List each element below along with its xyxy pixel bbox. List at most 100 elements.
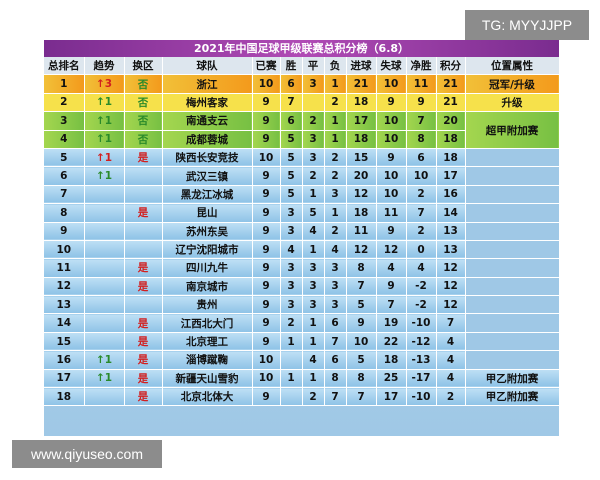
played-cell: 9 [252, 166, 281, 186]
header-cell: 平 [302, 57, 325, 76]
pts-cell: 4 [436, 350, 466, 370]
attr-empty [465, 148, 560, 168]
gf-cell: 7 [346, 277, 377, 297]
w-cell: 1 [280, 332, 303, 352]
played-cell: 9 [252, 130, 281, 149]
ga-cell: 17 [376, 387, 407, 407]
gd-cell: 11 [406, 74, 437, 94]
pts-cell: 20 [436, 111, 466, 131]
pts-cell: 14 [436, 203, 466, 223]
pts-cell: 2 [436, 387, 466, 407]
ga-cell: 4 [376, 258, 407, 278]
played-cell: 9 [252, 295, 281, 315]
d-cell: 1 [302, 369, 325, 389]
table-row: 17 ↑1 是新疆天山雪豹 10 1 1 8 8 25 -17 4 甲乙附加赛 [44, 369, 560, 389]
d-cell: 3 [302, 277, 325, 297]
trend-cell: ↑1 [84, 148, 125, 168]
l-cell: 1 [324, 203, 347, 223]
trend-cell [84, 332, 125, 352]
table-row: 4 ↑1 否成都蓉城 9 5 3 1 18 10 8 18 [44, 130, 559, 149]
d-cell: 4 [302, 350, 325, 370]
l-cell: 3 [324, 258, 347, 278]
gd-cell: -12 [406, 332, 437, 352]
rank-cell: 11 [44, 258, 85, 278]
d-cell: 1 [302, 332, 325, 352]
played-cell: 9 [252, 277, 281, 297]
team-name: 贵州 [162, 295, 253, 315]
attr-empty [465, 222, 560, 241]
l-cell: 2 [324, 93, 347, 113]
l-cell: 3 [324, 295, 347, 315]
gf-cell: 18 [346, 130, 377, 149]
pts-cell: 12 [436, 277, 466, 297]
swap-cell: 否 [124, 93, 163, 113]
header-cell: 趋势 [84, 57, 125, 76]
gd-cell: -2 [406, 277, 437, 297]
team-name: 南通支云 [162, 111, 253, 131]
tg-watermark: TG: MYYJJPP [465, 10, 589, 40]
played-cell: 9 [252, 185, 281, 205]
gd-cell: 0 [406, 240, 437, 260]
gd-cell: 7 [406, 203, 437, 223]
team-name: 辽宁沈阳城市 [162, 240, 253, 260]
played-cell: 10 [252, 369, 281, 389]
pts-cell: 18 [436, 130, 466, 149]
table-row: 10 辽宁沈阳城市 9 4 1 4 12 12 0 13 [44, 240, 560, 260]
gd-cell: 8 [406, 130, 437, 149]
d-cell [302, 93, 325, 113]
table-row: 14 是江西北大门 9 2 1 6 9 19 -10 7 [44, 313, 560, 333]
attr-champion: 冠军/升级 [465, 74, 560, 94]
d-cell: 1 [302, 185, 325, 205]
table-row: 15 是北京理工 9 1 1 7 10 22 -12 4 [44, 332, 560, 352]
table-row: 3 ↑1 否南通支云 9 6 2 1 17 10 7 20 超甲附加赛 [44, 111, 560, 149]
table-row: 13 贵州 9 3 3 3 5 7 -2 12 [44, 295, 560, 315]
pts-cell: 21 [436, 74, 466, 94]
pts-cell: 4 [436, 332, 466, 352]
w-cell: 5 [280, 148, 303, 168]
trend-cell [84, 222, 125, 241]
attr-empty [465, 258, 560, 278]
standings-body: 1 ↑3 否浙江 10 6 3 1 21 10 11 21 冠军/升级 2 ↑1 否梅州客家 9 7 2 18 9 9 2… [44, 74, 560, 407]
swap-cell [124, 185, 163, 205]
l-cell: 4 [324, 240, 347, 260]
team-name: 四川九牛 [162, 258, 253, 278]
gd-cell: -10 [406, 387, 437, 407]
attr-empty [465, 295, 560, 315]
played-cell: 10 [252, 148, 281, 168]
rank-cell: 17 [44, 369, 85, 389]
trend-cell: ↑1 [84, 111, 125, 131]
team-name: 南京城市 [162, 277, 253, 297]
pts-cell: 21 [436, 93, 466, 113]
w-cell: 6 [280, 74, 303, 94]
attr-empty [465, 332, 560, 352]
table-row: 1 ↑3 否浙江 10 6 3 1 21 10 11 21 冠军/升级 [44, 74, 560, 94]
swap-cell: 否 [124, 130, 163, 149]
w-cell: 5 [280, 130, 303, 149]
rank-cell: 3 [44, 111, 85, 131]
gf-cell: 9 [346, 313, 377, 333]
rank-cell: 6 [44, 166, 85, 186]
trend-cell: ↑1 [84, 93, 125, 113]
team-name: 武汉三镇 [162, 166, 253, 186]
gf-cell: 20 [346, 166, 377, 186]
ga-cell: 12 [376, 240, 407, 260]
pts-cell: 16 [436, 185, 466, 205]
table-row: 6 ↑1 武汉三镇 9 5 2 2 20 10 10 17 [44, 166, 560, 186]
trend-cell: ↑1 [84, 369, 125, 389]
trend-cell [84, 185, 125, 205]
l-cell: 1 [324, 74, 347, 94]
team-name: 浙江 [162, 74, 253, 94]
l-cell: 6 [324, 313, 347, 333]
w-cell: 5 [280, 185, 303, 205]
ga-cell: 9 [376, 93, 407, 113]
trend-cell [84, 258, 125, 278]
header-cell: 胜 [280, 57, 303, 76]
rank-cell: 16 [44, 350, 85, 370]
rank-cell: 2 [44, 93, 85, 113]
rank-cell: 5 [44, 148, 85, 168]
header-cell: 总排名 [44, 57, 85, 76]
trend-cell: ↑1 [84, 130, 125, 149]
attr-empty [465, 203, 560, 223]
table-row: 8 是昆山 9 3 5 1 18 11 7 14 [44, 203, 560, 223]
team-name: 黑龙江冰城 [162, 185, 253, 205]
